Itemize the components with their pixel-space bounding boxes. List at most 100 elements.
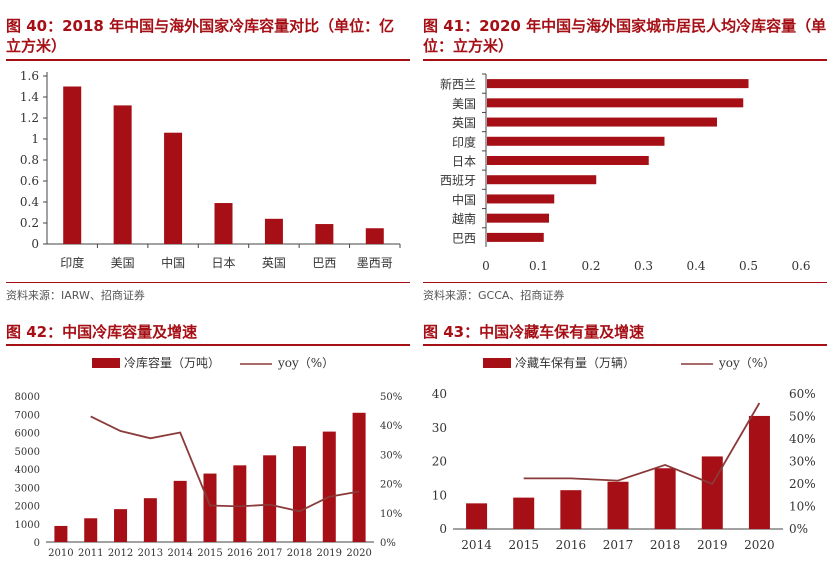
y-tick-label: 新西兰 (440, 77, 476, 92)
bar-中国 (487, 194, 555, 204)
x-tick-label: 中国 (161, 255, 185, 270)
bar-巴西 (487, 232, 544, 242)
y-tick-label: 0.4 (20, 195, 39, 209)
x-tick-label: 0.6 (791, 259, 810, 273)
y-left-tick-label: 10 (432, 488, 447, 502)
x-tick-label: 2014 (461, 538, 492, 552)
y-tick-label: 1.4 (20, 90, 39, 104)
bar-2010 (54, 525, 68, 542)
y-right-tick-label: 0% (380, 538, 396, 549)
bar-印度 (63, 86, 82, 244)
y-left-tick-label: 2000 (15, 502, 40, 513)
x-tick-label: 2011 (78, 548, 103, 559)
x-tick-label: 美国 (111, 256, 135, 270)
y-left-tick-label: 40 (432, 387, 447, 401)
chart-40-source: 资料来源：IARW、招商证券 (6, 289, 145, 302)
y-right-tick-label: 20% (789, 477, 816, 491)
chart-41-title-rule (423, 59, 827, 61)
bar-2018 (654, 468, 676, 529)
y-tick-label: 印度 (452, 134, 476, 149)
y-right-tick-label: 30% (789, 455, 816, 469)
chart-40-bottom-rule (6, 282, 410, 283)
bar-墨西哥 (365, 228, 384, 244)
y-right-tick-label: 0% (789, 522, 808, 536)
bar-越南 (487, 213, 549, 223)
bar-2012 (114, 509, 128, 542)
x-tick-label: 2017 (603, 538, 634, 552)
chart-40-plot: 0 0.2 0.4 0.6 0.8 1 1.2 1.4 1.6 印度 美国 中国 日本 英国 巴西 墨西哥 (20, 69, 401, 270)
x-tick-label: 0.5 (739, 259, 758, 273)
chart-43-title-rule (423, 344, 827, 346)
bar-日本 (214, 203, 233, 244)
y-left-tick-label: 0 (439, 522, 447, 536)
y-tick-label: 0.6 (20, 174, 39, 188)
x-tick-label: 2020 (744, 538, 775, 552)
legend-line-label: yoy（%） (718, 356, 775, 370)
x-tick-label: 0.2 (581, 259, 600, 273)
yoy-line (90, 415, 360, 513)
bar-2014 (466, 503, 488, 529)
bar-2011 (84, 518, 98, 542)
bar-新西兰 (487, 79, 749, 89)
y-right-tick-label: 40% (789, 432, 816, 446)
x-tick-label: 2017 (257, 548, 282, 559)
yoy-line (523, 402, 761, 486)
x-tick-label: 0.4 (686, 259, 705, 273)
legend-bar-swatch (92, 358, 120, 368)
chart-40-title: 图 40：2018 年中国与海外国家冷库容量对比（单位：亿立方米） (6, 17, 395, 55)
y-tick-label: 中国 (452, 192, 476, 207)
legend-bar-label: 冷库容量（万吨） (124, 355, 220, 370)
bar-2016 (233, 465, 247, 542)
chart-41-title: 图 41：2020 年中国与海外国家城市居民人均冷库容量（单位：立方米） (423, 17, 827, 55)
bar-2017 (263, 455, 277, 542)
x-tick-label: 2020 (346, 548, 371, 559)
y-right-tick-label: 20% (380, 480, 402, 491)
y-left-tick-label: 30 (432, 421, 447, 435)
x-tick-label: 2012 (108, 548, 133, 559)
y-tick-label: 英国 (452, 116, 476, 130)
y-left-tick-label: 20 (432, 455, 447, 469)
y-tick-label: 1 (31, 132, 39, 146)
x-tick-label: 2015 (197, 548, 222, 559)
x-tick-label: 英国 (262, 256, 286, 270)
y-tick-label: 越南 (452, 211, 476, 226)
y-tick-label: 美国 (452, 97, 476, 111)
bar-2018 (292, 446, 306, 542)
x-tick-label: 墨西哥 (357, 256, 393, 270)
bar-2020 (748, 415, 770, 529)
y-right-tick-label: 50% (789, 410, 816, 424)
x-tick-label: 2015 (508, 538, 539, 552)
chart-41-source: 资料来源：GCCA、招商证券 (423, 289, 565, 302)
y-left-tick-label: 4000 (15, 465, 40, 476)
bar-2016 (560, 490, 582, 529)
y-tick-label: 0.8 (20, 153, 39, 167)
x-tick-label: 2016 (556, 538, 587, 552)
bar-日本 (487, 156, 649, 165)
y-right-tick-label: 30% (380, 450, 402, 461)
y-left-tick-label: 6000 (15, 429, 40, 440)
bar-中国 (164, 132, 183, 244)
y-tick-label: 日本 (452, 155, 476, 169)
chart-43-title: 图 43：中国冷藏车保有量及增速 (423, 323, 645, 341)
y-left-tick-label: 7000 (15, 410, 40, 421)
y-right-tick-label: 10% (789, 500, 816, 514)
y-tick-label: 巴西 (452, 231, 476, 245)
y-tick-label: 西班牙 (440, 174, 476, 188)
y-left-tick-label: 3000 (15, 483, 40, 494)
x-tick-label: 0 (482, 259, 490, 273)
y-tick-label: 0.2 (20, 216, 39, 230)
bar-英国 (487, 117, 717, 127)
y-right-tick-label: 50% (380, 392, 402, 403)
x-tick-label: 2019 (317, 548, 342, 559)
y-left-tick-label: 8000 (15, 392, 40, 403)
bar-2020 (352, 412, 366, 542)
y-left-tick-label: 5000 (15, 447, 40, 458)
chart-40-title-rule (6, 59, 410, 61)
x-tick-label: 巴西 (312, 256, 336, 270)
bar-2013 (143, 498, 157, 542)
bar-2019 (322, 431, 336, 542)
bar-2014 (173, 480, 187, 542)
bar-印度 (487, 136, 665, 146)
y-tick-label: 0 (31, 237, 39, 251)
